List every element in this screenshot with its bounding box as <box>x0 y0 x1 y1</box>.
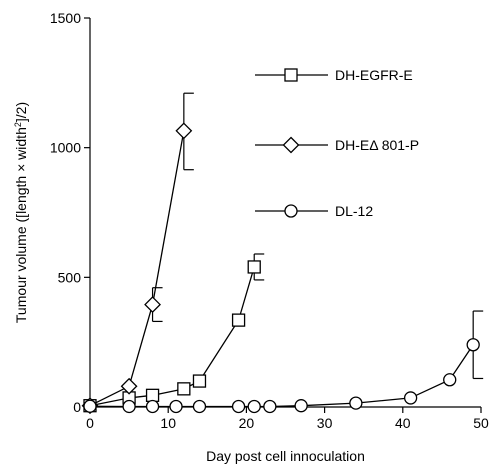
data-point-circle-34 <box>349 396 363 410</box>
data-point-circle-27 <box>294 399 308 413</box>
y-axis-title-superscript: 2 <box>13 122 23 127</box>
data-point-circle-49 <box>466 338 480 352</box>
data-point-circle-19 <box>231 399 246 414</box>
x-tick-label-50: 50 <box>473 415 489 431</box>
y-tick-label-0: 0 <box>73 399 81 415</box>
data-point-square-14 <box>192 374 207 388</box>
y-axis-title-main: Tumour volume ([length × width <box>13 127 29 323</box>
y-tick-label-1000: 1000 <box>50 140 81 156</box>
legend-label-circle: DL-12 <box>335 203 373 219</box>
data-point-square-8 <box>145 388 160 402</box>
y-axis-title: Tumour volume ([length × width2]/2) <box>13 102 29 323</box>
data-point-circle-41 <box>403 391 418 405</box>
y-tick-label-500: 500 <box>58 269 82 285</box>
data-point-circle-23 <box>263 399 277 414</box>
legend: DH-EGFR-E DH-EΔ 801-P DL-12 <box>255 67 419 219</box>
data-point-square-21 <box>247 260 261 274</box>
data-point-square-12 <box>177 382 191 396</box>
x-tick-label-10: 10 <box>160 415 176 431</box>
data-point-circle-21 <box>247 399 261 414</box>
data-point-square-19 <box>231 313 246 327</box>
y-axis-title-end: ]/2) <box>13 102 29 122</box>
series-diamond <box>81 92 194 415</box>
y-tick-label-1500: 1500 <box>50 10 81 26</box>
legend-marker-square <box>284 68 298 82</box>
data-point-diamond-12 <box>175 122 193 140</box>
data-point-circle-46 <box>443 373 457 387</box>
x-tick-label-0: 0 <box>86 415 94 431</box>
x-axis-title: Day post cell innoculation <box>206 448 365 464</box>
data-point-circle-0 <box>83 399 97 413</box>
data-point-circle-14 <box>192 399 207 414</box>
series-circle <box>83 310 484 414</box>
data-point-diamond-8 <box>144 296 161 313</box>
series-layer <box>81 92 484 415</box>
legend-marker-circle <box>284 204 298 218</box>
x-tick-label-20: 20 <box>239 415 255 431</box>
series-line-diamond <box>89 130 185 407</box>
legend-label-diamond: DH-EΔ 801-P <box>335 137 419 153</box>
data-point-circle-11 <box>169 399 183 414</box>
series-line-square <box>89 266 255 407</box>
data-point-circle-8 <box>145 399 160 414</box>
data-point-circle-5 <box>122 399 136 414</box>
x-tick-label-40: 40 <box>395 415 411 431</box>
x-tick-label-30: 30 <box>317 415 333 431</box>
legend-marker-diamond <box>282 136 300 154</box>
legend-label-square: DH-EGFR-E <box>335 67 413 83</box>
data-point-diamond-5 <box>120 377 138 395</box>
series-square <box>83 253 265 413</box>
